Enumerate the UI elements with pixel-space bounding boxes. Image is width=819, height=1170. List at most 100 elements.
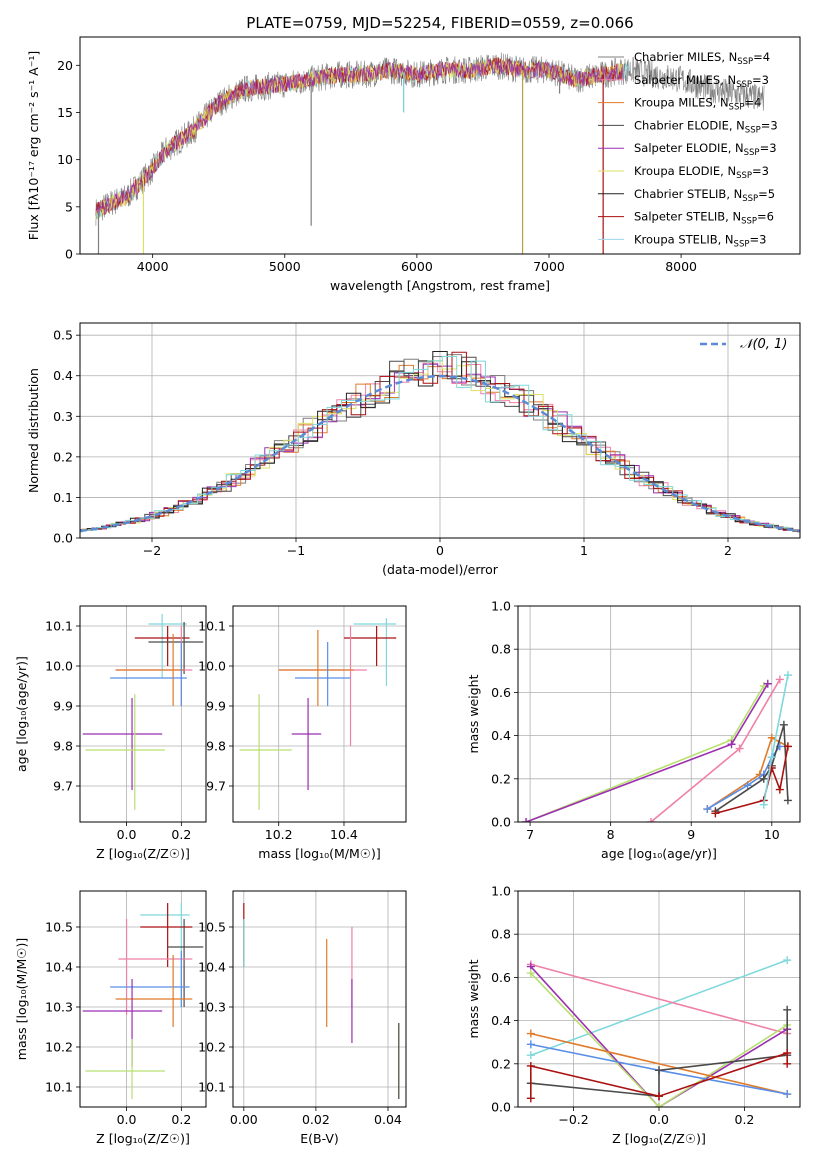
panel-mass_weight_vs_age: 7 8 9 10 0.0 0.2 0.4 0.6 0.8 1.0 age [log₁₀(age/yr… <box>466 599 801 861</box>
y-tick-label: 0.4 <box>491 1013 511 1028</box>
axes-frame <box>232 605 407 823</box>
x-tick-label: 0.2 <box>171 1112 191 1127</box>
legend-entry: Salpeter ELODIE, NSSP=3 <box>634 141 777 158</box>
legend-entry: Chabrier MILES, NSSP=4 <box>634 50 770 67</box>
errorbars <box>239 618 397 810</box>
legend-entry: 𝒩(0, 1) <box>740 337 787 352</box>
axes-frame <box>79 890 207 1108</box>
spectrum-line <box>95 57 624 215</box>
y-tick-label: 0.0 <box>491 1100 511 1115</box>
y-tick-label: 10.1 <box>45 1080 73 1095</box>
panel-mass_vs_Z: 0.0 0.2 10.1 10.2 10.3 10.4 10.5 Z [log₁₀(Z/Z☉)… <box>14 890 207 1146</box>
series-marker <box>775 785 784 794</box>
spectrum-lines <box>95 52 765 254</box>
axes-frame <box>517 605 801 823</box>
y-tick-label: 0.2 <box>491 1056 511 1071</box>
y-tick-label: 20 <box>57 58 73 73</box>
series-marker <box>767 764 776 772</box>
series-marker <box>711 809 720 818</box>
x-tick-label: 2 <box>724 543 732 558</box>
y-tick-label: 9.9 <box>53 699 73 714</box>
x-tick-label: −0.2 <box>558 1112 588 1127</box>
x-tick-label: 0.2 <box>735 1112 755 1127</box>
axes-frame <box>79 36 801 255</box>
y-tick-label: 9.8 <box>206 739 226 754</box>
errorbars <box>243 903 400 1099</box>
panel-mass_weight_vs_Z: −0.2 0.0 0.2 0.0 0.2 0.4 0.6 0.8 1.0 Z [log₁₀(Z/Z… <box>466 884 801 1146</box>
series-marker <box>759 774 768 783</box>
axes-frame <box>79 322 801 539</box>
panel-spectrum: 4000 5000 6000 7000 8000 0 5 10 15 20 wavelength [… <box>26 36 801 293</box>
series-marker <box>759 800 768 809</box>
y-tick-label: 0.8 <box>491 927 511 942</box>
legend-entry: Chabrier ELODIE, NSSP=3 <box>634 118 778 135</box>
series-marker <box>655 1066 663 1075</box>
series-marker <box>522 818 531 822</box>
x-tick-label: 5000 <box>269 259 301 274</box>
figure-title: PLATE=0759, MJD=52254, FIBERID=0559, z=0… <box>246 14 633 32</box>
x-axis-label: wavelength [Angstrom, rest frame] <box>330 278 550 293</box>
y-tick-label: 10.0 <box>45 659 73 674</box>
series-marker <box>783 742 792 751</box>
series-lines <box>522 671 792 822</box>
y-tick-label: 0.6 <box>491 685 511 700</box>
series-marker <box>646 818 655 822</box>
x-tick-label: 10.2 <box>265 827 293 842</box>
histogram-series <box>80 364 800 532</box>
series-marker <box>763 679 772 688</box>
legend: Chabrier MILES, NSSP=4 Salpeter MILES, NS… <box>598 50 778 249</box>
series-marker <box>526 1094 535 1103</box>
series-marker <box>655 1092 663 1101</box>
y-tick-label: 10.1 <box>198 619 226 634</box>
panel-residuals: −2 −1 0 1 2 0.0 0.1 0.2 0.3 0.4 0.5 (data-model)/er… <box>26 322 801 577</box>
series-marker <box>526 1051 535 1060</box>
y-tick-label: 1.0 <box>491 599 511 614</box>
series-marker <box>743 781 752 790</box>
spectrum-line <box>95 59 624 220</box>
y-tick-label: 0.0 <box>491 815 511 830</box>
y-tick-label: 10.5 <box>198 920 226 935</box>
legend-entry: Kroupa STELIB, NSSP=3 <box>634 232 766 249</box>
histograms <box>80 351 800 533</box>
x-tick-label: −1 <box>287 543 305 558</box>
y-tick-label: 0.4 <box>53 368 73 383</box>
x-tick-label: 7000 <box>533 259 565 274</box>
series-line <box>530 966 788 1107</box>
y-axis-label: age [log₁₀(age/yr)] <box>14 656 29 772</box>
errorbars <box>82 903 204 1099</box>
y-tick-label: 10 <box>57 152 73 167</box>
axes-frame <box>79 605 207 823</box>
series-marker <box>775 675 784 684</box>
y-tick-label: 0.5 <box>53 328 73 343</box>
spectrum-line <box>95 57 624 217</box>
series-marker <box>783 796 792 805</box>
x-tick-label: 8000 <box>665 259 697 274</box>
y-axis-label: mass weight <box>466 959 481 1038</box>
x-tick-label: 0.0 <box>117 827 137 842</box>
x-tick-label: 10.4 <box>330 827 358 842</box>
y-axis-label: Normed distribution <box>26 368 41 493</box>
series-marker <box>783 956 792 965</box>
series-marker <box>783 1005 792 1014</box>
panel-age_vs_Z: 0.0 0.2 9.7 9.8 9.9 10.0 10.1 Z [log₁₀(Z/Z☉)] ag… <box>14 605 207 861</box>
series-marker <box>655 1103 663 1107</box>
x-tick-label: 8 <box>607 827 615 842</box>
x-tick-label: 0.0 <box>649 1112 669 1127</box>
legend-entry: Chabrier STELIB, NSSP=5 <box>634 187 775 204</box>
x-tick-label: 0.00 <box>230 1112 258 1127</box>
axes-frame <box>232 890 407 1108</box>
series-line <box>530 963 788 1035</box>
legend-entry: Kroupa ELODIE, NSSP=3 <box>634 164 769 181</box>
y-tick-label: 10.1 <box>198 1080 226 1095</box>
series-lines <box>526 956 792 1107</box>
y-tick-label: 10.2 <box>198 1040 226 1055</box>
series-marker <box>767 733 776 742</box>
series-line <box>530 972 788 1107</box>
x-axis-label: Z [log₁₀(Z/Z☉)] <box>96 1131 190 1146</box>
y-tick-label: 9.7 <box>206 779 226 794</box>
x-tick-label: 7 <box>526 827 534 842</box>
y-tick-label: 9.9 <box>206 699 226 714</box>
x-tick-label: 4000 <box>137 259 169 274</box>
y-tick-label: 0.2 <box>53 449 73 464</box>
